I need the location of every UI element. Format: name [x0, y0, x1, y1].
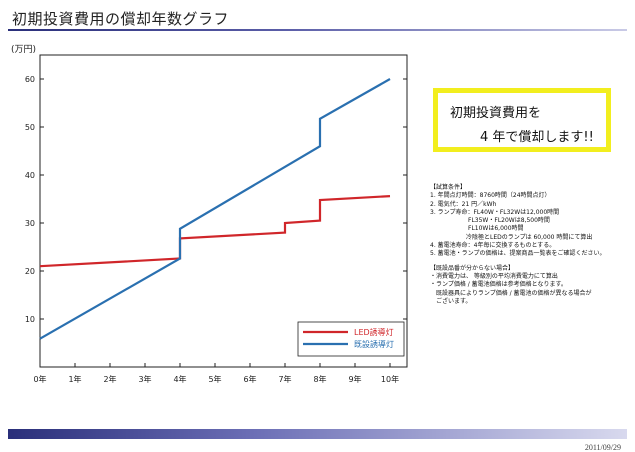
footer-date: 2011/09/29: [584, 443, 621, 452]
y-tick-label: 30: [25, 219, 35, 228]
x-tick-label: 4年: [173, 374, 186, 384]
x-tick-label: 8年: [313, 374, 326, 384]
series-line-1: [39, 78, 391, 340]
notes-section2-title: 【既設品番が分からない場合】: [430, 264, 515, 272]
chart-axes: [39, 54, 408, 368]
x-tick-label: 10年: [381, 374, 399, 384]
x-tick-label: 5年: [208, 374, 221, 384]
series-line-0: [39, 195, 391, 268]
x-tick-label: 2年: [103, 374, 116, 384]
y-tick-label: 40: [25, 171, 35, 180]
chart-ticks: 10 20 30 40 50 60 0年 1年 2年 3年 4年 5年 6年 7年 8年 9年 10年: [25, 75, 407, 384]
footer-bar: [8, 429, 627, 439]
x-tick-label: 6年: [243, 374, 256, 384]
y-tick-label: 60: [25, 75, 35, 84]
notes-line: FL10Wは6,000時間: [468, 225, 524, 233]
legend-label-0: LED誘導灯: [354, 327, 394, 337]
x-tick-label: 9年: [348, 374, 361, 384]
y-tick-label: 10: [25, 315, 35, 324]
notes-line: ございます。: [436, 297, 472, 305]
notes-section1-title: 【試算条件】: [430, 184, 467, 191]
x-tick-label: 3年: [138, 374, 151, 384]
chart-series: [39, 78, 391, 340]
notes-line: 4. 蓄電池寿命：4年毎に交換するものとする。: [430, 242, 556, 250]
notes-line: 既設器具によりランプ価格 / 蓄電池の価格が異なる場合が: [436, 289, 592, 297]
plot-frame: [39, 54, 408, 368]
y-unit-label: (万円): [11, 44, 36, 55]
calculation-notes: 【試算条件】 1. 年間点灯時間：8760時間（24時間点灯） 2. 電気代：2…: [430, 184, 630, 306]
page-title: 初期投資費用の償却年数グラフ: [12, 10, 230, 28]
notes-line: ・ランプ価格 / 蓄電池価格は参考価格となります。: [430, 281, 567, 289]
notes-line: FL35W・FL20Wは8,500時間: [468, 217, 550, 225]
notes-line: ・消費電力は、 等級別の平均消費電力にて算出: [430, 272, 558, 280]
callout-line-1: 初期投資費用を: [450, 106, 542, 121]
notes-line: 1. 年間点灯時間：8760時間（24時間点灯）: [430, 192, 551, 200]
x-tick-label: 0年: [33, 374, 46, 384]
title-rule: [8, 29, 627, 31]
notes-line: 2. 電気代：21 円／kWh: [430, 200, 497, 208]
payback-callout: 初期投資費用を 4 年で償却します!!: [433, 88, 611, 152]
x-tick-label: 7年: [278, 374, 291, 384]
notes-line: 5. 蓄電池・ランプの価格は、提案商品一覧表をご確認ください。: [430, 250, 606, 258]
y-tick-label: 20: [25, 267, 35, 276]
y-tick-label: 50: [25, 123, 35, 132]
legend-label-1: 既設誘導灯: [354, 339, 394, 349]
legend-box: [297, 321, 405, 357]
notes-line: 3. ランプ寿命：FL40W・FL32Wは12,000時間: [430, 208, 560, 216]
x-tick-label: 1年: [68, 374, 81, 384]
callout-line-2: 4 年で償却します!!: [480, 130, 594, 145]
notes-line: 冷陰極とLEDのランプは 60,000 時間にて算出: [466, 233, 593, 241]
